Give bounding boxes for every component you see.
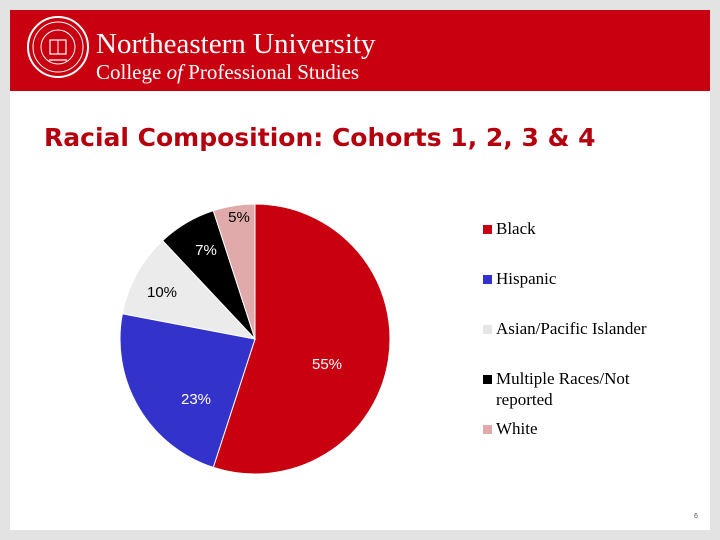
page-number: 6 [694,513,698,520]
legend-label: Hispanic [496,269,557,288]
pie-slice-black [212,203,391,475]
pie-slice-hispanic [119,313,256,469]
legend-swatch [483,325,492,334]
pie-slice-asian-pacific-islander [121,239,257,340]
legend-label: Asian/Pacific Islander [496,319,647,338]
legend-swatch [483,225,492,234]
college-name-part: Professional Studies [182,60,360,84]
legend-label: Multiple Races/Not reported [496,369,630,409]
legend-swatch [483,375,492,384]
university-name: Northeastern University [96,28,376,60]
pie-data-label: 10% [147,284,177,301]
college-name-part: College [96,60,167,84]
college-name-italic: of [166,60,183,84]
pie-data-label: 7% [195,242,217,259]
legend-label: White [496,419,538,438]
pie-slice-white [212,203,256,340]
legend-swatch [483,425,492,434]
legend-label: Black [496,219,536,238]
legend-swatch [483,275,492,284]
pie-data-label: 55% [312,356,342,373]
pie-data-label: 5% [228,209,250,226]
slide-title: Racial Composition: Cohorts 1, 2, 3 & 4 [44,123,596,152]
university-seal-logo [27,16,89,78]
college-name: College of Professional Studies [96,60,359,84]
pie-data-label: 23% [181,391,211,408]
header-banner [10,10,710,91]
